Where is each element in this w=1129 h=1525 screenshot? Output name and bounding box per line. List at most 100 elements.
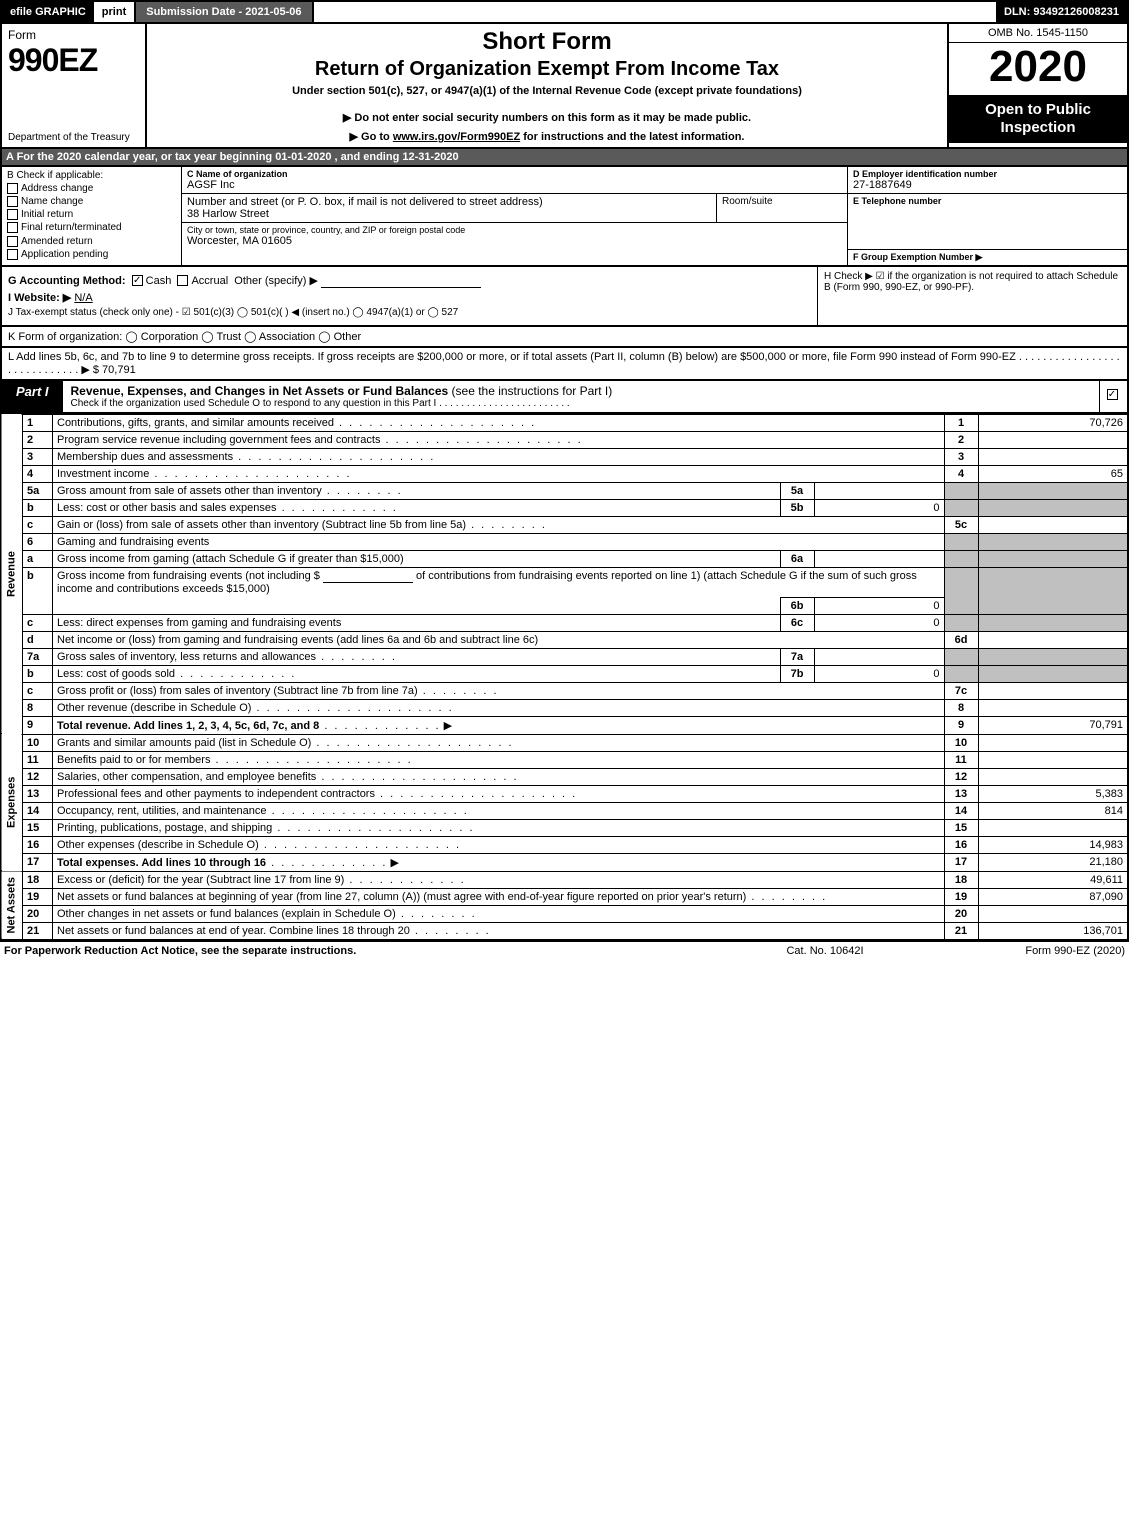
l7c-val (978, 682, 1128, 699)
l4-num: 4 (23, 465, 53, 482)
g-other-input[interactable] (321, 275, 481, 288)
footer-right: Form 990-EZ (2020) (925, 945, 1125, 957)
l13-num: 13 (23, 785, 53, 802)
b-opt-5: Application pending (21, 249, 108, 260)
l11-val (978, 751, 1128, 768)
l12-num: 12 (23, 768, 53, 785)
part1-title-main: Revenue, Expenses, and Changes in Net As… (71, 384, 449, 398)
c-city-value: Worcester, MA 01605 (187, 235, 842, 247)
l-value: 70,791 (102, 364, 136, 376)
l7a-desc: Gross sales of inventory, less returns a… (53, 648, 781, 665)
l6a-desc: Gross income from gaming (attach Schedul… (53, 550, 781, 567)
l14-val: 814 (978, 802, 1128, 819)
g-cash: Cash (146, 275, 172, 287)
b-application-pending[interactable]: Application pending (7, 249, 176, 260)
i-label: I Website: ▶ (8, 292, 71, 304)
l7c-num: c (23, 682, 53, 699)
l20-rnum: 20 (944, 905, 978, 922)
b-name-change[interactable]: Name change (7, 196, 176, 207)
g-accrual-check[interactable] (177, 275, 188, 286)
l6b-contrib-input[interactable] (323, 570, 413, 583)
l6b-desc1: Gross income from fundraising events (no… (53, 567, 945, 597)
l1-val: 70,726 (978, 414, 1128, 431)
l7b-desc: Less: cost of goods sold (53, 665, 781, 682)
section-b: B Check if applicable: Address change Na… (2, 167, 182, 265)
part1-sub: Check if the organization used Schedule … (71, 398, 1091, 409)
header-right: OMB No. 1545-1150 2020 Open to Public In… (947, 24, 1127, 147)
l6b-num: b (23, 567, 53, 597)
l8-num: 8 (23, 699, 53, 716)
header-left: Form 990EZ Department of the Treasury (2, 24, 147, 147)
l5a-midval (814, 482, 944, 499)
l7c-rnum: 7c (944, 682, 978, 699)
l6b-rvalshade2 (978, 597, 1128, 614)
c-name-value: AGSF Inc (187, 179, 842, 191)
l12-desc: Salaries, other compensation, and employ… (53, 768, 945, 785)
l6a-num: a (23, 550, 53, 567)
l5a-mid: 5a (780, 482, 814, 499)
l20-desc: Other changes in net assets or fund bala… (53, 905, 945, 922)
l6c-mid: 6c (780, 614, 814, 631)
l6a-midval (814, 550, 944, 567)
l1-rnum: 1 (944, 414, 978, 431)
part1-checkbox[interactable]: ✓ (1099, 381, 1127, 412)
l5c-val (978, 516, 1128, 533)
l5b-num: b (23, 499, 53, 516)
l6b-num2 (23, 597, 53, 614)
c-room-label: Room/suite (717, 194, 847, 222)
l10-rnum: 10 (944, 734, 978, 751)
goto-post: for instructions and the latest informat… (520, 131, 744, 143)
c-city-label: City or town, state or province, country… (187, 225, 842, 235)
l20-val (978, 905, 1128, 922)
l12-val (978, 768, 1128, 785)
l5b-midval: 0 (814, 499, 944, 516)
l7b-num: b (23, 665, 53, 682)
l15-desc: Printing, publications, postage, and shi… (53, 819, 945, 836)
l6c-rshade (944, 614, 978, 631)
l5b-mid: 5b (780, 499, 814, 516)
b-initial-return[interactable]: Initial return (7, 209, 176, 220)
goto-link[interactable]: www.irs.gov/Form990EZ (393, 131, 520, 143)
c-name-label: C Name of organization (187, 169, 842, 179)
b-opt-0: Address change (21, 183, 93, 194)
submission-date: Submission Date - 2021-05-06 (136, 2, 313, 22)
g-accrual: Accrual (191, 275, 228, 287)
l2-num: 2 (23, 431, 53, 448)
j-tax-exempt: J Tax-exempt status (check only one) - ☑… (8, 307, 811, 318)
l6b-rshade1 (944, 567, 978, 597)
b-header: B Check if applicable: (7, 170, 176, 181)
part1-tag: Part I (2, 381, 63, 412)
b-amended-return[interactable]: Amended return (7, 236, 176, 247)
g-accounting: G Accounting Method: ✓Cash Accrual Other… (8, 274, 811, 288)
l5b-desc: Less: cost or other basis and sales expe… (53, 499, 781, 516)
l11-desc: Benefits paid to or for members (53, 751, 945, 768)
l2-val (978, 431, 1128, 448)
b-opt-4: Amended return (21, 236, 93, 247)
l17-num: 17 (23, 853, 53, 871)
b-address-change[interactable]: Address change (7, 183, 176, 194)
l6a-mid: 6a (780, 550, 814, 567)
b-final-return[interactable]: Final return/terminated (7, 222, 176, 233)
l17-desc: Total expenses. Add lines 10 through 16 … (53, 853, 945, 871)
l3-val (978, 448, 1128, 465)
b-opt-1: Name change (21, 196, 83, 207)
l6b-spacer (53, 597, 781, 614)
l9-d: Total revenue. Add lines 1, 2, 3, 4, 5c,… (57, 720, 319, 732)
l18-val: 49,611 (978, 871, 1128, 888)
l7b-rshade (944, 665, 978, 682)
l7b-mid: 7b (780, 665, 814, 682)
form-title-2: Return of Organization Exempt From Incom… (153, 58, 941, 81)
l6c-num: c (23, 614, 53, 631)
l6-rshade (944, 533, 978, 550)
department-label: Department of the Treasury (8, 132, 139, 143)
l19-rnum: 19 (944, 888, 978, 905)
h-schedule-b: H Check ▶ ☑ if the organization is not r… (817, 267, 1127, 325)
l21-val: 136,701 (978, 922, 1128, 940)
g-cash-check[interactable]: ✓ (132, 275, 143, 286)
c-addr-value: 38 Harlow Street (187, 208, 711, 220)
col-gij: G Accounting Method: ✓Cash Accrual Other… (2, 267, 817, 325)
l3-rnum: 3 (944, 448, 978, 465)
print-button[interactable]: print (94, 2, 136, 22)
side-net-assets: Net Assets (1, 871, 23, 940)
l5b-rvalshade (978, 499, 1128, 516)
